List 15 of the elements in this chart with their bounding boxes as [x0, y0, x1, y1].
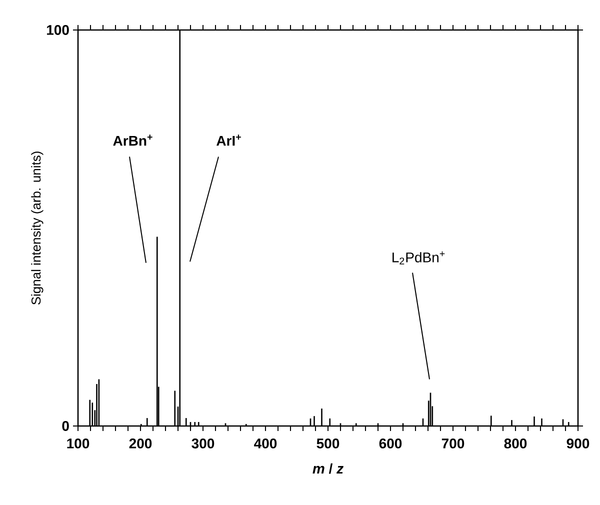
y-axis-title: Signal intensity (arb. units) — [31, 152, 44, 305]
x-tick-label: 600 — [379, 438, 402, 448]
x-tick-label: 900 — [566, 438, 590, 448]
x-tick-label: 300 — [192, 438, 214, 448]
x-tick-label: 500 — [316, 438, 340, 448]
x-axis-title: m / z — [312, 463, 344, 474]
x-tick-label: 700 — [442, 438, 464, 448]
x-tick-label: 200 — [129, 438, 152, 448]
annotation: L$_{2}$PdBn$^{+}$ — [392, 251, 445, 264]
y-tick-label: 0 — [62, 421, 69, 431]
x-tick-label: 100 — [67, 438, 90, 448]
annotation: ArI$^{+}$ — [216, 134, 241, 146]
x-tick-label: 400 — [254, 438, 277, 448]
x-tick-label: 800 — [504, 438, 527, 448]
annotation: ArBn$^{+}$ — [113, 134, 152, 146]
